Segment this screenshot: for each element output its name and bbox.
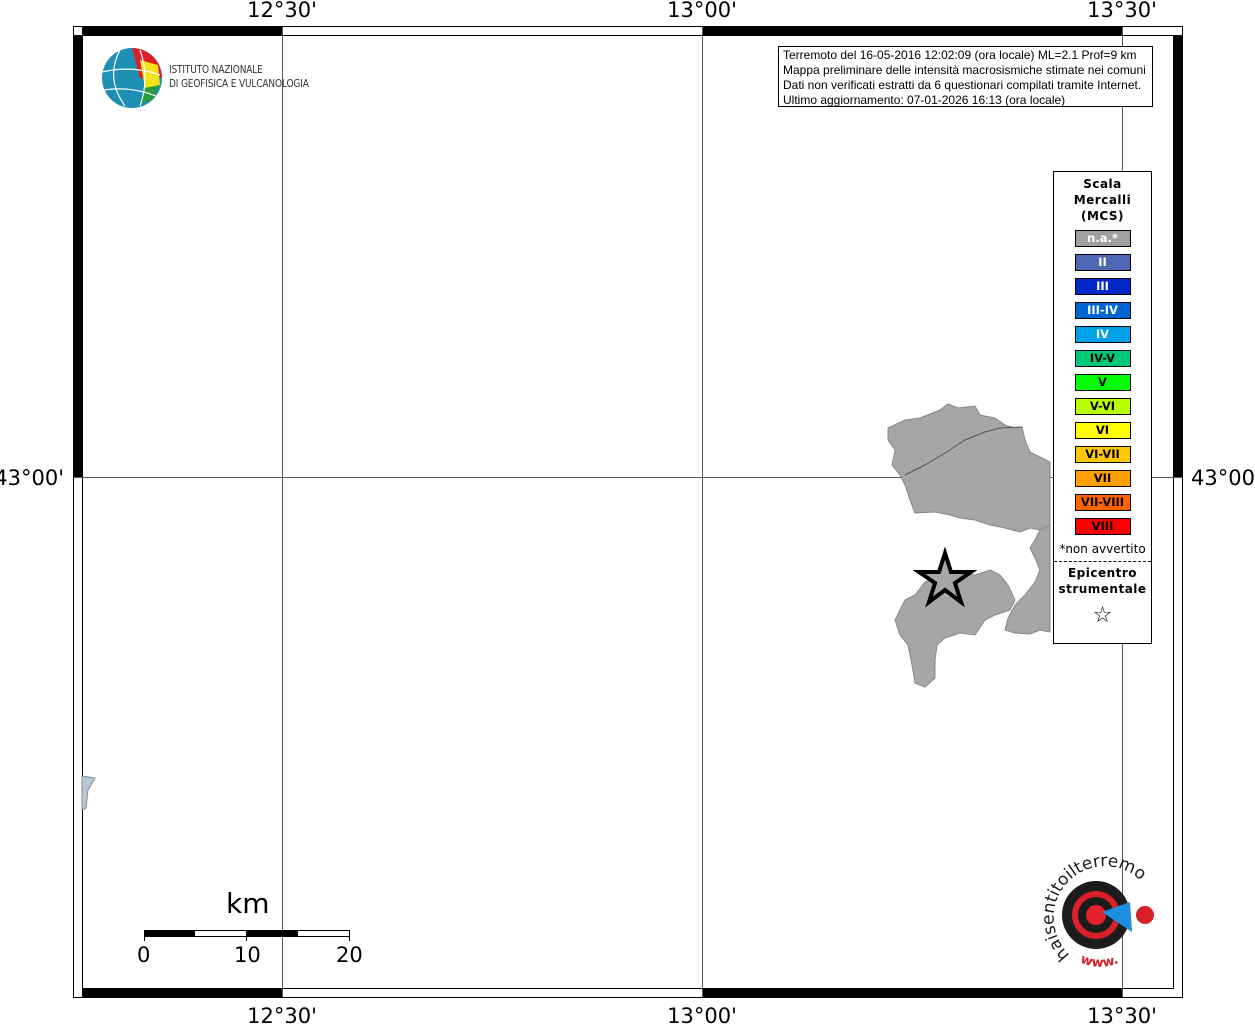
legend-swatch: III: [1074, 278, 1131, 295]
legend-swatch: IV: [1074, 326, 1131, 343]
legend-swatch: V: [1074, 374, 1131, 391]
legend-swatches: n.a.* II III III-IV IV IV-V V V-VI VI VI-VII VII VI…: [1054, 230, 1151, 535]
lon-tick-top: 12°30': [247, 0, 317, 22]
epicenter-legend-star-icon: ☆: [1092, 603, 1113, 628]
intensity-legend: Scala Mercalli (MCS) n.a.* II III III-IV IV I…: [1053, 171, 1152, 644]
ingv-logo-text: ISTITUTO NAZIONALE DI GEOFISICA E VULCAN…: [169, 63, 309, 91]
municipality-area: [894, 569, 1016, 688]
legend-divider: [1054, 561, 1151, 562]
legend-swatch: VII: [1074, 470, 1131, 487]
map-inner-frame: [82, 35, 1174, 989]
epicenter-label: Epicentro strumentale: [1054, 565, 1151, 597]
legend-swatch: VII-VIII: [1074, 494, 1131, 511]
municipality-area: [81, 775, 96, 811]
lon-tick-top: 13°30': [1087, 0, 1157, 22]
info-line: Terremoto del 16-05-2016 12:02:09 (ora l…: [783, 48, 1137, 62]
municipalities-not-felt: [81, 403, 1051, 811]
lon-tick-bottom: 12°30': [247, 1004, 317, 1024]
legend-title-line: Mercalli: [1073, 193, 1132, 207]
info-line: Ultimo aggiornamento: 07-01-2026 16:13 (…: [783, 93, 1066, 107]
svg-text:www.: www.: [1079, 952, 1121, 971]
legend-swatch: V-VI: [1074, 398, 1131, 415]
epicenter-label-line: Epicentro: [1067, 566, 1138, 580]
scale-unit: km: [226, 887, 270, 920]
legend-swatch: III-IV: [1074, 302, 1131, 319]
legend-footnote: *non avvertito: [1059, 542, 1146, 556]
scale-label: 20: [336, 943, 363, 967]
legend-swatch: VI-VII: [1074, 446, 1131, 463]
event-info-box: Terremoto del 16-05-2016 12:02:09 (ora l…: [778, 46, 1153, 107]
info-line: Dati non verificati estratti da 6 questi…: [783, 78, 1142, 92]
ingv-logo-globe: [101, 48, 162, 108]
legend-swatch: VIII: [1074, 518, 1131, 535]
scale-label: 0: [137, 943, 151, 967]
legend-swatch: VI: [1074, 422, 1131, 439]
municipality-area: [1004, 524, 1051, 635]
legend-swatch: n.a.*: [1074, 230, 1131, 247]
scale-bar: [144, 930, 350, 941]
ingv-line: DI GEOFISICA E VULCANOLOGIA: [169, 77, 309, 90]
legend-title: Scala Mercalli (MCS): [1054, 176, 1151, 224]
lon-tick-bottom: 13°00': [667, 1004, 737, 1024]
municipal-boundary: [904, 426, 1023, 476]
legend-swatch: II: [1074, 254, 1131, 271]
lon-tick-bottom: 13°30': [1087, 1004, 1157, 1024]
frame-checkers: [74, 27, 1182, 997]
legend-title-line: Scala: [1083, 177, 1122, 191]
ingv-line: ISTITUTO NAZIONALE: [169, 63, 263, 76]
info-line: Mappa preliminare delle intensità macros…: [783, 63, 1146, 77]
legend-title-line: (MCS): [1080, 209, 1125, 223]
lon-tick-top: 13°00': [667, 0, 737, 22]
epicenter-star-icon: [912, 546, 978, 608]
epicenter-label-line: strumentale: [1058, 582, 1147, 596]
lat-tick-right: 43°00': [1191, 466, 1255, 490]
scale-label: 10: [234, 943, 261, 967]
hsit-www: www.: [1079, 952, 1121, 971]
legend-swatch: IV-V: [1074, 350, 1131, 367]
lat-tick-left: 43°00': [0, 466, 64, 490]
